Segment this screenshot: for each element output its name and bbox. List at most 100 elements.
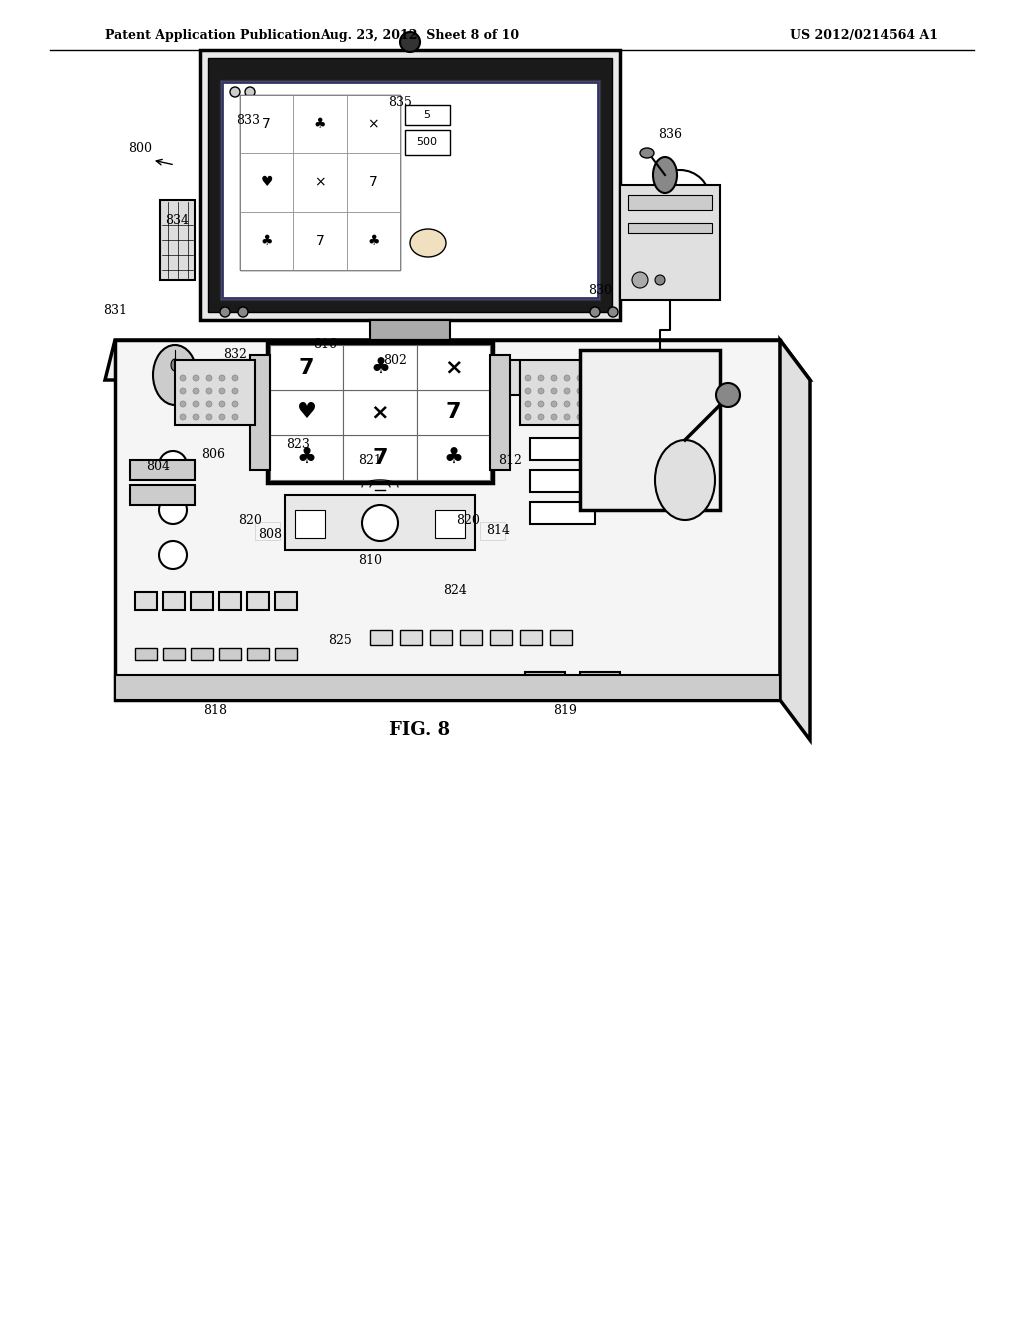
Bar [337,387,348,389]
Bar [406,129,450,154]
Bar [393,367,404,370]
Ellipse shape [577,414,583,420]
Bar [520,630,542,645]
Bar [240,95,293,153]
Bar [393,375,404,378]
Bar [490,379,502,381]
Ellipse shape [159,496,187,524]
Text: ♣: ♣ [367,234,380,248]
Bar [115,675,780,700]
Bar [421,379,432,381]
Bar [379,371,390,374]
Text: FIG. 8: FIG. 8 [389,721,451,739]
Text: 819: 819 [553,704,577,717]
Bar [253,363,264,366]
Ellipse shape [410,228,446,257]
Ellipse shape [538,401,544,407]
Bar [530,438,595,459]
Bar [393,379,404,381]
Bar [330,341,490,355]
Bar [379,367,390,370]
Text: 7: 7 [299,358,314,378]
Bar [255,521,280,540]
Ellipse shape [608,308,618,317]
Bar [520,360,600,425]
Bar [208,58,612,312]
Bar [222,82,598,298]
Ellipse shape [551,401,557,407]
Bar [337,375,348,378]
Bar [449,367,460,370]
Bar [267,379,278,381]
Text: ♣: ♣ [370,358,390,378]
Bar [281,379,292,381]
Text: ×: × [314,176,326,190]
Bar [351,383,362,385]
Bar [490,383,502,385]
Bar [477,363,488,366]
Ellipse shape [159,451,187,479]
Bar [295,510,325,539]
Bar [347,153,400,211]
Bar [449,383,460,385]
Bar [449,379,460,381]
Bar [463,379,474,381]
Bar [225,367,236,370]
Bar [463,371,474,374]
Polygon shape [105,341,810,380]
Bar [343,436,417,480]
Bar [219,591,241,610]
Text: 7: 7 [373,447,388,467]
Bar [620,185,720,300]
Bar [351,367,362,370]
Bar [267,387,278,389]
Bar [225,371,236,374]
Text: 820: 820 [456,513,480,527]
Text: 824: 824 [443,583,467,597]
Bar [225,363,236,366]
Bar [351,363,362,366]
Bar [135,591,157,610]
Bar [275,591,297,610]
Ellipse shape [232,414,238,420]
Bar [281,367,292,370]
Ellipse shape [230,87,240,96]
Bar [309,379,319,381]
Bar [393,387,404,389]
Bar [130,459,195,480]
Bar [490,387,502,389]
Bar [407,383,418,385]
Ellipse shape [716,383,740,407]
Bar [407,371,418,374]
Bar [295,383,306,385]
Bar [239,379,250,381]
Ellipse shape [590,308,600,317]
Text: 804: 804 [146,461,170,474]
Text: 834: 834 [165,214,189,227]
Text: 7: 7 [262,117,271,131]
Bar [370,630,392,645]
Ellipse shape [400,32,420,51]
Bar [490,355,510,470]
Bar [351,387,362,389]
Bar [628,223,712,234]
Ellipse shape [538,375,544,381]
Bar [477,371,488,374]
Bar [417,345,490,389]
Bar [480,521,505,540]
Bar [393,383,404,385]
Bar [163,648,185,660]
Polygon shape [115,341,780,700]
Bar [309,367,319,370]
Bar [293,211,347,271]
Bar [281,375,292,378]
Ellipse shape [175,676,195,696]
Bar [347,95,400,153]
Ellipse shape [538,414,544,420]
Bar [463,383,474,385]
Bar [421,367,432,370]
Bar [435,387,446,389]
Bar [407,367,418,370]
Bar [281,371,292,374]
Bar [191,591,213,610]
